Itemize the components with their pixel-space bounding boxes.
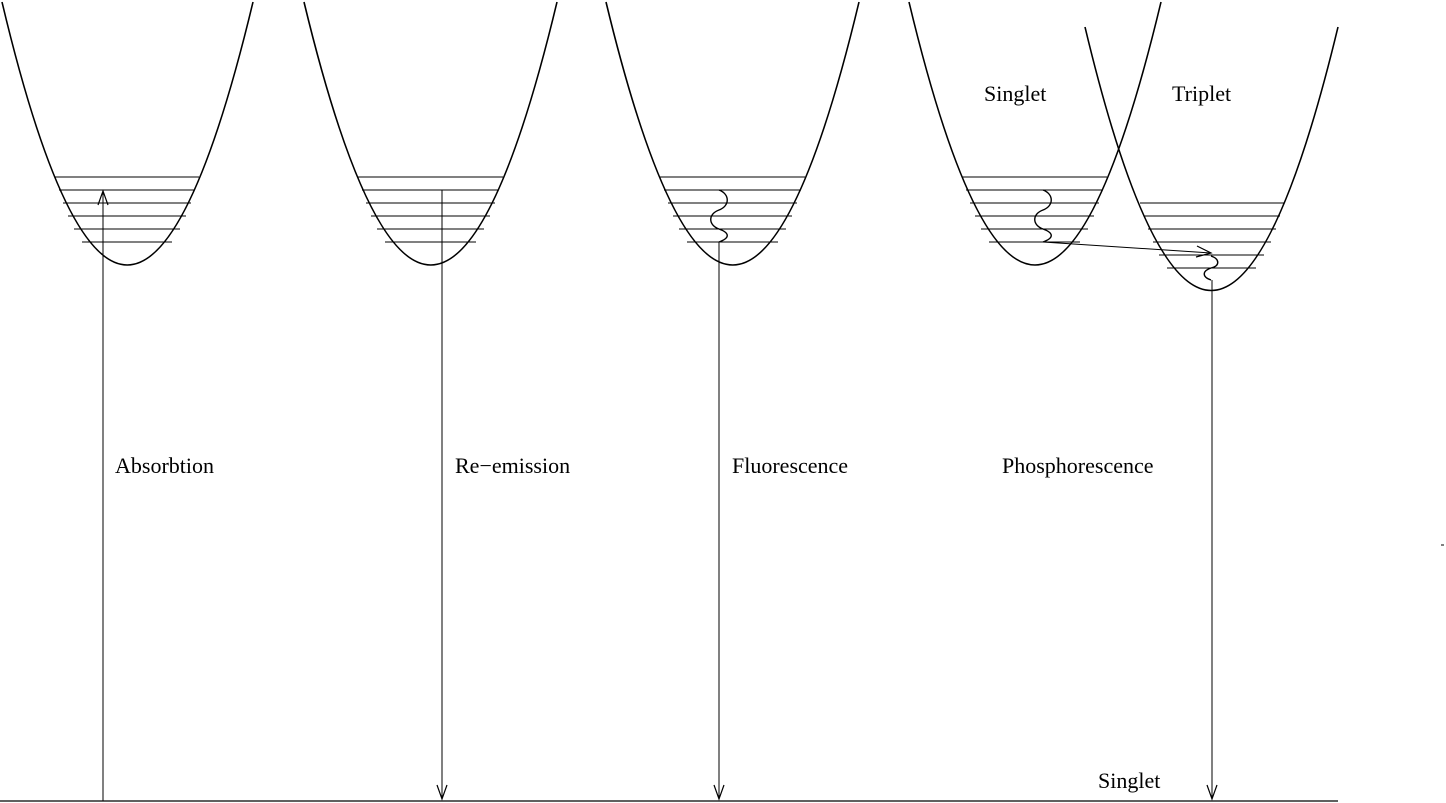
vibrational-levels-4 <box>962 176 1107 243</box>
vibrational-relaxation-wiggle-3 <box>1203 255 1219 281</box>
triplet-label: Triplet <box>1172 81 1231 106</box>
singlet-ground-label: Singlet <box>1098 768 1160 793</box>
re-emission-panel <box>303 1 558 801</box>
re-emission-label: Re−emission <box>455 453 570 478</box>
excited-singlet-well-4 <box>908 1 1162 266</box>
phosphorescence-arrowhead <box>1206 784 1218 801</box>
vibrational-relaxation-wiggle-2 <box>1034 189 1052 243</box>
fluorescence-label: Fluorescence <box>732 453 848 478</box>
phosphorescence-panel <box>908 1 1339 801</box>
intersystem-crossing-arrow <box>1042 241 1212 254</box>
intersystem-crossing-arrowhead <box>1195 245 1213 258</box>
absorption-panel <box>1 1 254 801</box>
vibrational-levels-3 <box>660 176 805 243</box>
vibrational-levels-1 <box>55 176 199 243</box>
singlet-excited-label: Singlet <box>984 81 1046 106</box>
excited-singlet-well-2 <box>303 1 558 266</box>
re-emission-arrowhead <box>436 784 448 801</box>
triplet-vibrational-levels <box>1140 202 1284 269</box>
fluorescence-panel <box>605 1 860 801</box>
absorption-arrowhead <box>97 189 109 206</box>
vibrational-levels-2 <box>358 176 503 243</box>
absorption-label: Absorbtion <box>115 453 214 478</box>
vibrational-relaxation-wiggle-1 <box>710 189 728 243</box>
phosphorescence-label: Phosphorescence <box>1002 453 1154 478</box>
triplet-well <box>1084 26 1339 291</box>
excited-singlet-well-3 <box>605 1 860 266</box>
excited-singlet-well-1 <box>1 1 254 266</box>
fluorescence-arrowhead <box>713 784 725 801</box>
